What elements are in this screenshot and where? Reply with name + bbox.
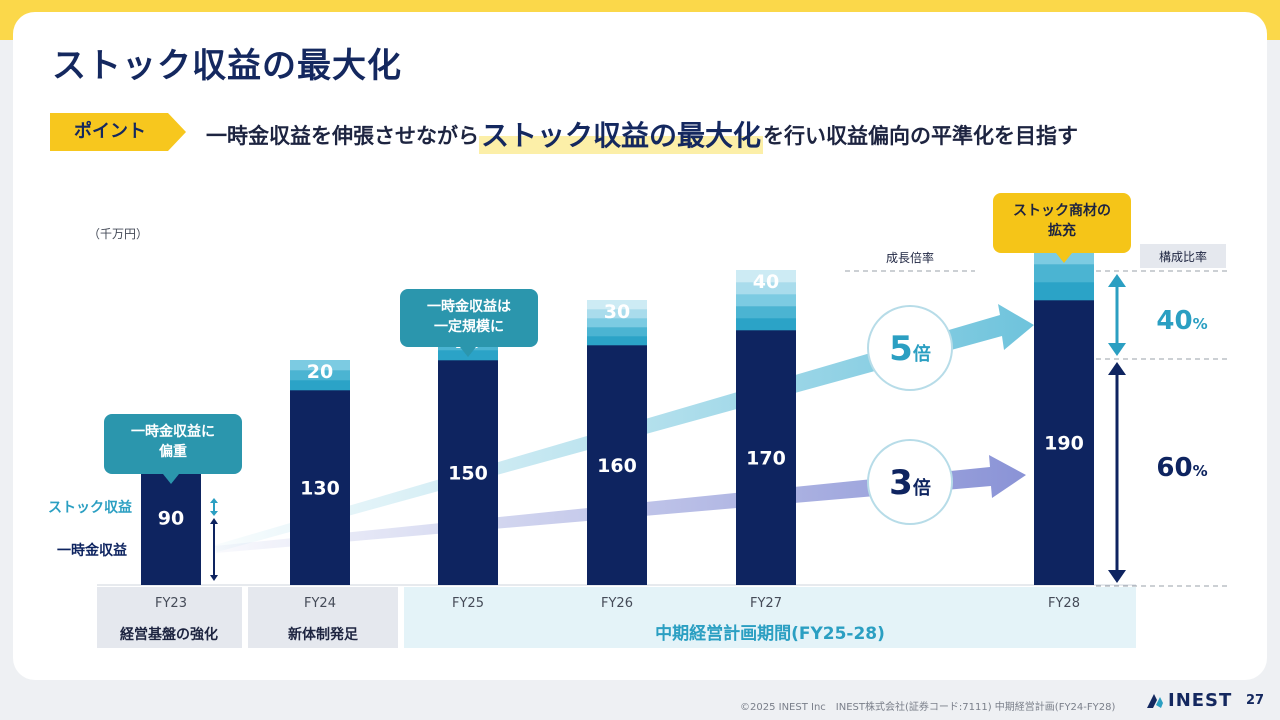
composition-header: 構成比率 <box>1159 249 1207 264</box>
bar-stock-segment-fy26 <box>587 327 647 337</box>
bar-onetime-label-fy25: 150 <box>448 463 488 485</box>
stacked-bar-chart: 9010FY2313020FY2415020FY2516030FY2617040… <box>48 193 1228 648</box>
bar-stock-segment-fy28 <box>1034 264 1094 283</box>
lead-text: 一時金収益を伸張させながら ストック収益の最大化 を行い収益偏向の平準化を目指す <box>206 112 1078 154</box>
bar-stock-segment-fy26 <box>587 309 647 319</box>
x-tick-fy28: FY28 <box>1048 596 1080 611</box>
brand-logo: INEST <box>1146 690 1232 711</box>
callout-fy25-text-line: 一時金収益は <box>427 298 511 315</box>
unit-label: （千万円） <box>88 227 148 241</box>
callout-fy25-text-line: 一定規模に <box>434 318 504 335</box>
bar-stock-segment-fy27 <box>736 294 796 307</box>
onetime-growth-arrow <box>215 455 1026 553</box>
callout-fy23-bubble <box>104 414 242 474</box>
bar-stock-segment-fy24 <box>290 370 350 381</box>
bar-stock-segment-fy26 <box>587 336 647 346</box>
bar-onetime-label-fy24: 130 <box>300 478 340 500</box>
bar-stock-segment-fy24 <box>290 380 350 391</box>
composition-onetime-arrowhead-up <box>1108 362 1126 375</box>
growth-header: 成長倍率 <box>886 250 934 265</box>
bar-stock-label-fy27: 40 <box>753 271 779 293</box>
x-tick-fy26: FY26 <box>601 596 633 611</box>
bar-stock-segment-fy26 <box>587 318 647 328</box>
bar-stock-label-fy26: 30 <box>604 301 630 323</box>
bar-stock-segment-fy26 <box>587 300 647 310</box>
composition-onetime-value: 60% <box>1156 453 1207 483</box>
bar-onetime-fy26 <box>587 345 647 585</box>
bar-stock-segment-fy27 <box>736 306 796 319</box>
point-tag-shape <box>50 113 186 151</box>
x-tick-fy24: FY24 <box>304 596 336 611</box>
callout-fy25-tail <box>460 347 476 357</box>
fy23-onetime-arrowhead-up <box>210 518 218 524</box>
phase-bg-fy23 <box>97 587 242 648</box>
fy23-stock-arrowhead-up <box>210 498 218 503</box>
composition-stock-arrowhead-down <box>1108 343 1126 356</box>
bar-stock-segment-fy27 <box>736 270 796 283</box>
callout-fy28-text-line: 拡充 <box>1048 222 1076 239</box>
callout-fy28-bubble <box>993 193 1131 253</box>
growth-onetime-circle <box>867 439 953 525</box>
bar-onetime-fy27 <box>736 330 796 585</box>
callout-fy25-bubble <box>400 289 538 347</box>
composition-onetime-arrowhead-down <box>1108 570 1126 583</box>
growth-stock-value: 5倍 <box>889 329 931 369</box>
bar-onetime-label-fy23: 90 <box>158 508 184 530</box>
bar-stock-segment-fy28 <box>1034 282 1094 301</box>
bar-onetime-fy28 <box>1034 300 1094 585</box>
phase-label-foundation: 経営基盤の強化 <box>120 626 218 643</box>
callout-fy28-text-line: ストック商材の <box>1013 202 1111 219</box>
phase-bg-fy24 <box>248 587 398 648</box>
composition-header-bg <box>1140 244 1226 268</box>
lead-text-before: 一時金収益を伸張させながら <box>206 124 479 148</box>
bar-stock-segment-fy27 <box>736 318 796 331</box>
composition-stock-arrowhead-up <box>1108 274 1126 287</box>
x-tick-fy25: FY25 <box>452 596 484 611</box>
bar-onetime-label-fy26: 160 <box>597 455 637 477</box>
legend-stock: ストック収益 <box>48 499 132 516</box>
bar-onetime-fy24 <box>290 390 350 585</box>
fy23-onetime-arrowhead-down <box>210 575 218 581</box>
composition-stock-value: 40% <box>1156 306 1207 336</box>
bar-onetime-fy25 <box>438 360 498 585</box>
fy23-stock-arrowhead-down <box>210 511 218 516</box>
callout-fy23-text-line: 偏重 <box>159 443 187 460</box>
growth-stock-circle <box>867 305 953 391</box>
legend-onetime: 一時金収益 <box>57 542 127 559</box>
bar-onetime-label-fy27: 170 <box>746 448 786 470</box>
bar-stock-label-fy24: 20 <box>307 361 333 383</box>
phase-label-midterm: 中期経営計画期間(FY25-28) <box>655 623 885 644</box>
lead-text-after: を行い収益偏向の平準化を目指す <box>763 124 1079 148</box>
callout-fy23-tail <box>163 474 179 484</box>
bar-stock-segment-fy27 <box>736 282 796 295</box>
page-title: ストック収益の最大化 <box>52 46 402 86</box>
bar-stock-segment-fy24 <box>290 360 350 371</box>
page-number: 27 <box>1246 693 1265 708</box>
phase-label-new-structure: 新体制発足 <box>288 626 359 643</box>
inest-logo-icon <box>1147 693 1163 708</box>
brand-name: INEST <box>1168 690 1233 711</box>
bar-onetime-label-fy28: 190 <box>1044 433 1084 455</box>
lead-text-emphasis: ストック収益の最大化 <box>479 114 764 154</box>
point-tag: ポイント <box>50 113 186 151</box>
footer-copyright: ©2025 INEST Inc INEST株式会社(証券コード:7111) 中期… <box>740 702 1116 713</box>
phase-bg-midterm <box>404 587 1136 648</box>
x-tick-fy27: FY27 <box>750 596 782 611</box>
growth-onetime-value: 3倍 <box>889 463 931 503</box>
x-tick-fy23: FY23 <box>155 596 187 611</box>
callout-fy23-text-line: 一時金収益に <box>131 423 215 440</box>
point-tag-label: ポイント <box>74 121 146 142</box>
callout-fy28-tail <box>1056 253 1072 263</box>
